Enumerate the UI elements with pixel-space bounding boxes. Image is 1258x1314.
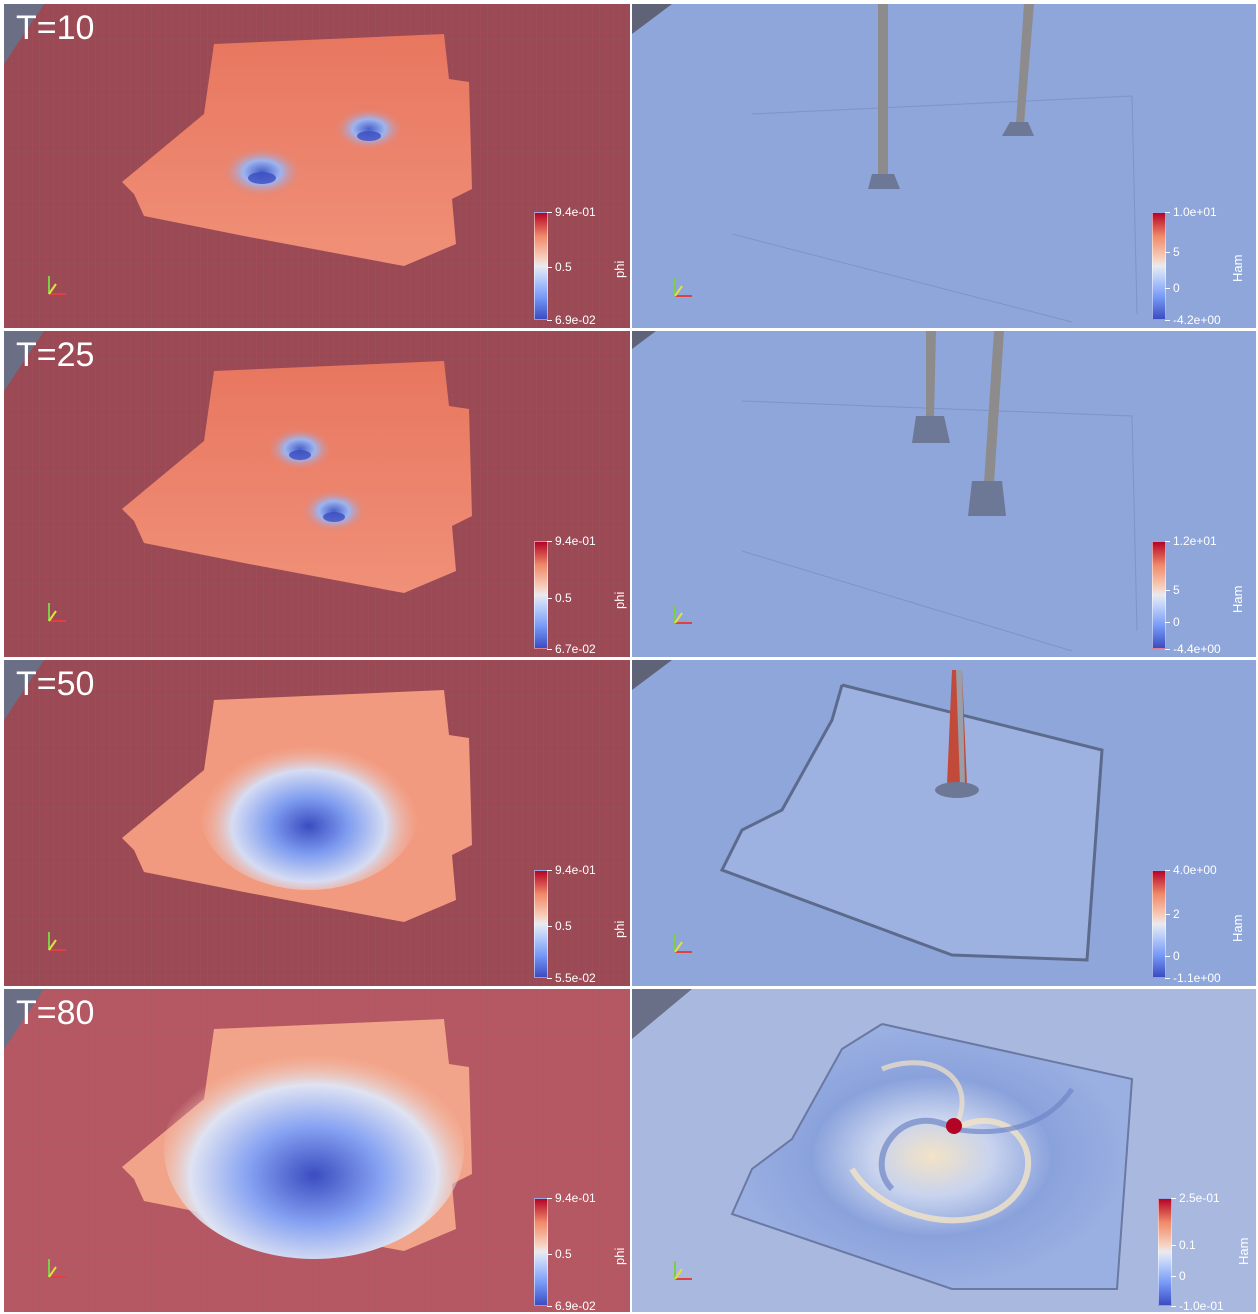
ham-mid-label: 5 [1165,245,1180,259]
phi-min-label: 6.9e-02 [547,1299,596,1312]
phi-max-label: 9.4e-01 [547,863,596,877]
phi-surface-render [4,989,630,1312]
ham-zero-label: 0 [1171,1269,1186,1283]
phi-mid-label: 0.5 [547,1247,572,1261]
orientation-axes-icon [44,928,70,954]
orientation-axes-icon [670,601,696,627]
ham-mid-label: 0.1 [1171,1238,1196,1252]
phi-max-label: 9.4e-01 [547,1191,596,1205]
ham-max-label: 2.5e-01 [1171,1191,1220,1205]
phi-panel-t25: T=25 9.4e-01 0.5 6.7e-02 phi [4,331,630,657]
phi-surface-render [4,4,630,328]
ham-colorbar-title: Ham [1236,1237,1251,1265]
ham-panel-t80: 2.5e-01 0.1 0 -1.0e-01 Ham [632,989,1256,1312]
phi-colorbar-title: phi [612,260,627,278]
phi-min-label: 6.9e-02 [547,313,596,327]
orientation-axes-icon [44,272,70,298]
ham-min-label: -1.1e+00 [1165,971,1221,985]
ham-colorbar [1158,1198,1172,1306]
phi-colorbar [534,212,548,320]
figure-grid: T=10 9.4e-01 0.5 6.9e-02 phi 1.0e+01 5 0… [4,4,1256,1312]
ham-colorbar-title: Ham [1230,914,1245,942]
phi-min-label: 6.7e-02 [547,642,596,656]
ham-panel-t50: 4.0e+00 2 0 -1.1e+00 Ham [632,660,1256,986]
ham-min-label: -4.4e+00 [1165,642,1221,656]
ham-max-label: 4.0e+00 [1165,863,1217,877]
phi-panel-t50: T=50 9.4e-01 0.5 5.5e-02 phi [4,660,630,986]
ham-panel-t10: 1.0e+01 5 0 -4.2e+00 Ham [632,4,1256,328]
ham-zero-label: 0 [1165,615,1180,629]
phi-mid-label: 0.5 [547,591,572,605]
phi-colorbar-title: phi [612,920,627,938]
phi-panel-t10: T=10 9.4e-01 0.5 6.9e-02 phi [4,4,630,328]
orientation-axes-icon [44,1255,70,1281]
phi-max-label: 9.4e-01 [547,534,596,548]
phi-colorbar [534,870,548,978]
ham-max-label: 1.0e+01 [1165,205,1217,219]
phi-colorbar-title: phi [612,1247,627,1265]
orientation-axes-icon [670,274,696,300]
ham-surface-render [632,989,1256,1312]
ham-colorbar [1152,212,1166,320]
phi-colorbar-title: phi [612,591,627,609]
time-label: T=80 [16,994,95,1032]
phi-colorbar [534,1198,548,1306]
time-label: T=25 [16,336,95,374]
phi-min-label: 5.5e-02 [547,971,596,985]
ham-colorbar-title: Ham [1230,585,1245,613]
ham-mid-label: 5 [1165,583,1180,597]
phi-max-label: 9.4e-01 [547,205,596,219]
phi-mid-label: 0.5 [547,919,572,933]
phi-panel-t80: T=80 9.4e-01 0.5 6.9e-02 phi [4,989,630,1312]
ham-min-label: -1.0e-01 [1171,1299,1224,1312]
ham-zero-label: 0 [1165,281,1180,295]
ham-colorbar [1152,870,1166,978]
time-label: T=50 [16,665,95,703]
ham-mid-label: 2 [1165,907,1180,921]
ham-panel-t25: 1.2e+01 5 0 -4.4e+00 Ham [632,331,1256,657]
phi-surface-render [4,660,630,986]
orientation-axes-icon [670,1257,696,1283]
ham-max-label: 1.2e+01 [1165,534,1217,548]
phi-colorbar [534,541,548,649]
orientation-axes-icon [670,930,696,956]
ham-colorbar [1152,541,1166,649]
phi-mid-label: 0.5 [547,260,572,274]
phi-surface-render [4,331,630,657]
ham-zero-label: 0 [1165,949,1180,963]
time-label: T=10 [16,9,95,47]
ham-colorbar-title: Ham [1230,254,1245,282]
ham-min-label: -4.2e+00 [1165,313,1221,327]
orientation-axes-icon [44,599,70,625]
